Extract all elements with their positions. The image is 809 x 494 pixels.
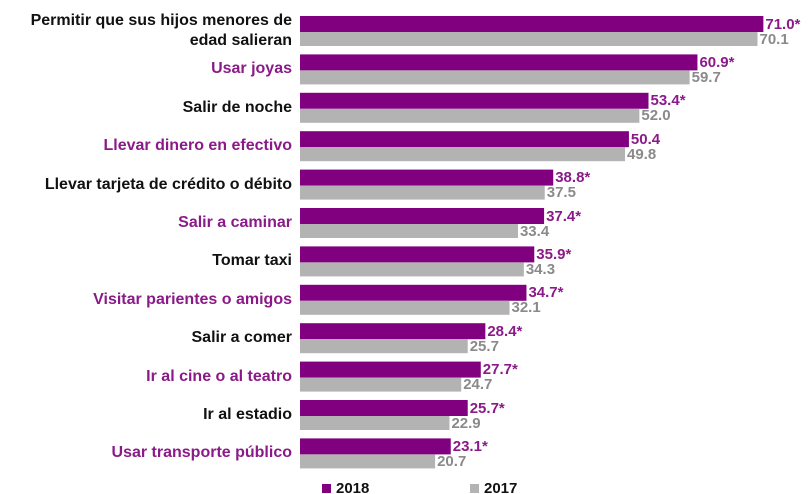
value-label: 32.1 [511, 299, 541, 317]
bar [300, 169, 554, 186]
bar [300, 416, 450, 430]
legend-swatch [322, 484, 331, 493]
value-label: 52.0 [641, 107, 671, 125]
legend-label: 2017 [484, 480, 518, 494]
category-label: Llevar tarjeta de crédito o débito [44, 175, 292, 193]
bar [300, 147, 626, 162]
value-label: 34.7* [528, 284, 564, 302]
value-label: 71.0* [765, 15, 801, 33]
bar [300, 300, 510, 315]
value-label: 34.3 [525, 260, 556, 278]
value-label: 60.9* [699, 53, 735, 71]
value-label: 25.7 [469, 337, 499, 355]
bar [300, 208, 545, 224]
bar [300, 438, 451, 455]
bar [300, 377, 462, 392]
value-label: 28.4* [487, 322, 523, 340]
category-label: Visitar parientes o amigos [93, 290, 292, 308]
value-label: 70.1 [759, 30, 789, 48]
value-label: 33.4 [519, 222, 550, 240]
bar [300, 262, 524, 277]
bar [300, 185, 545, 200]
bar [300, 339, 468, 354]
bar [300, 454, 436, 469]
value-label: 24.7 [463, 376, 493, 394]
value-label: 53.4* [650, 92, 686, 110]
category-label: Usar transporte público [111, 444, 292, 462]
value-label: 37.5 [546, 184, 576, 202]
bar [300, 70, 690, 85]
value-label: 37.4* [546, 207, 582, 225]
value-label: 23.1* [452, 437, 488, 455]
bar [300, 54, 698, 71]
legend-label: 2018 [336, 480, 370, 494]
value-label: 59.7 [691, 68, 721, 86]
category-label: Salir a comer [191, 329, 293, 347]
value-label: 38.8* [555, 169, 591, 187]
bar [300, 284, 527, 301]
value-label: 49.8 [627, 145, 657, 163]
category-label: Salir a caminar [178, 214, 292, 231]
bar [300, 108, 640, 123]
category-label: Salir de noche [182, 98, 292, 116]
bar [300, 224, 518, 238]
bar [300, 361, 481, 378]
bar [300, 131, 629, 148]
category-label: Ir al cine o al teatro [146, 367, 292, 385]
bar [300, 16, 764, 32]
bar [300, 323, 486, 340]
value-label: 50.4 [630, 130, 661, 148]
value-label: 20.7 [437, 452, 467, 470]
value-label: 22.9 [451, 414, 481, 432]
category-label: Tomar taxi [212, 252, 292, 270]
value-label: 25.7* [469, 399, 505, 417]
legend-swatch [470, 484, 479, 493]
bar [300, 246, 535, 263]
value-label: 35.9* [536, 245, 572, 263]
value-label: 27.7* [482, 361, 518, 379]
category-label: Usar joyas [211, 60, 292, 78]
bar [300, 32, 758, 46]
category-label: Permitir que sus hijos menores de edad s… [30, 12, 292, 49]
bar [300, 400, 468, 416]
bar [300, 92, 649, 109]
category-label: Llevar dinero en efectivo [103, 137, 292, 155]
category-label: Ir al estadio [203, 406, 292, 423]
